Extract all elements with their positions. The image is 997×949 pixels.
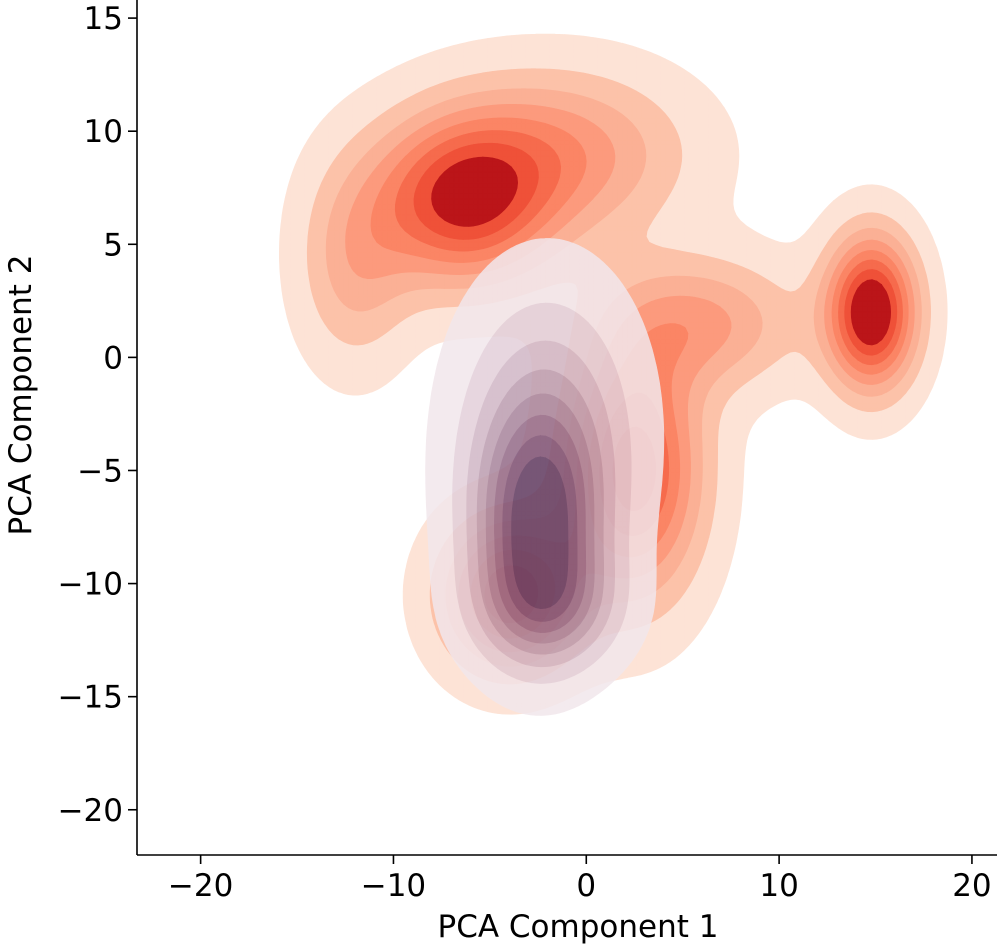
y-tick-label: −15 bbox=[58, 680, 123, 716]
y-ticks: 15 10 5 0 −5 −10 −15 −20 bbox=[58, 1, 137, 829]
x-tick-label: 0 bbox=[576, 868, 596, 904]
x-tick-label: −10 bbox=[361, 868, 426, 904]
axes bbox=[136, 0, 997, 856]
y-tick-label: −20 bbox=[58, 793, 123, 829]
purple-density-contours bbox=[425, 238, 665, 716]
purple-contour-level-8 bbox=[511, 456, 569, 610]
red-contour-level-8 bbox=[431, 156, 892, 346]
y-tick-label: −10 bbox=[58, 567, 123, 603]
x-axis-title: PCA Component 1 bbox=[438, 909, 719, 945]
y-tick-label: 0 bbox=[103, 340, 123, 376]
x-tick-label: 20 bbox=[952, 868, 991, 904]
y-tick-label: −5 bbox=[77, 453, 123, 489]
y-tick-label: 10 bbox=[84, 114, 123, 150]
y-axis-title: PCA Component 2 bbox=[3, 255, 39, 536]
x-tick-label: 10 bbox=[759, 868, 798, 904]
x-tick-label: −20 bbox=[168, 868, 233, 904]
y-tick-label: 5 bbox=[103, 227, 123, 263]
y-tick-label: 15 bbox=[84, 1, 123, 37]
x-ticks: −20 −10 0 10 20 bbox=[168, 855, 992, 904]
